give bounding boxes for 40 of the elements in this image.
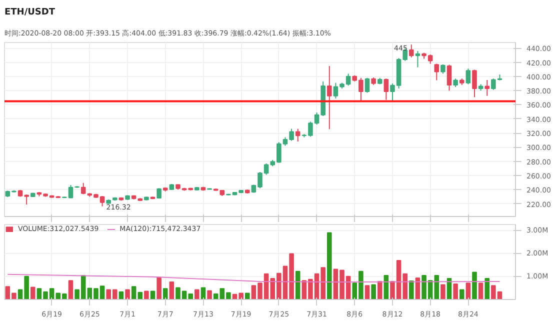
bar <box>466 282 471 300</box>
candlestick <box>327 65 332 130</box>
candlestick <box>428 54 433 64</box>
bar <box>478 282 484 300</box>
bar <box>150 290 156 300</box>
candlestick <box>472 69 477 98</box>
bar <box>409 280 414 300</box>
bar <box>327 232 332 300</box>
candlestick <box>384 78 389 100</box>
bar <box>459 289 464 300</box>
candlestick <box>364 77 370 94</box>
bar <box>194 289 200 300</box>
bar <box>207 290 212 300</box>
line-series <box>7 274 500 282</box>
bar <box>162 288 168 300</box>
candlestick <box>415 50 420 68</box>
candlestick <box>409 44 414 58</box>
candlestick <box>466 68 471 85</box>
bar <box>371 284 376 300</box>
bar <box>125 289 130 300</box>
candlestick <box>440 64 446 74</box>
bar <box>144 290 149 300</box>
bar <box>377 281 382 300</box>
chart-title: ETH/USDT <box>4 8 56 18</box>
candlestick <box>484 79 490 96</box>
bar <box>156 276 162 300</box>
candlestick <box>446 64 452 92</box>
bar <box>440 284 446 300</box>
bar <box>244 292 250 300</box>
bar <box>68 280 74 300</box>
bar <box>364 285 370 300</box>
bar <box>30 286 36 300</box>
bar <box>484 278 490 300</box>
bar <box>453 284 458 300</box>
candlestick <box>295 128 300 142</box>
bar <box>472 272 477 300</box>
bar <box>169 281 174 300</box>
candlestick <box>434 63 440 81</box>
candlestick <box>156 188 162 199</box>
bar <box>200 287 206 300</box>
